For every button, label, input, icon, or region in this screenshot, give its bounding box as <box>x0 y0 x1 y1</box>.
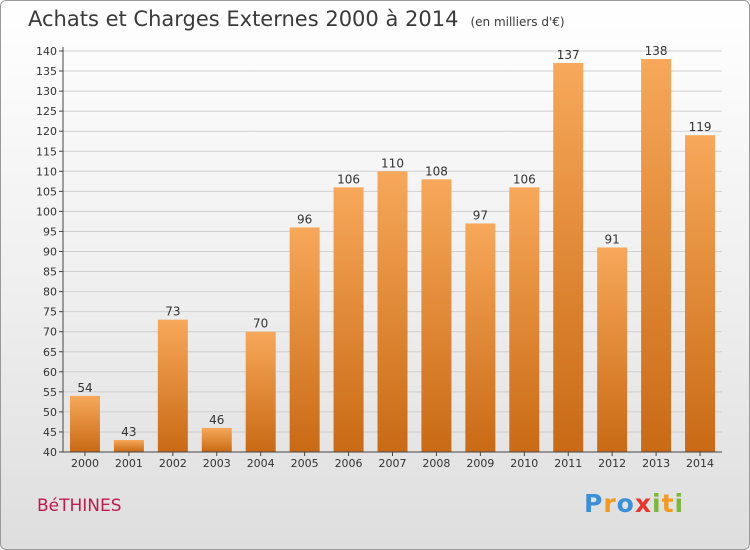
data-label: 119 <box>689 120 712 134</box>
y-tick-label: 45 <box>43 426 57 439</box>
logo-letter: o <box>616 489 635 518</box>
x-tick-label: 2011 <box>554 457 582 470</box>
y-tick-label: 95 <box>43 225 57 238</box>
bar <box>685 135 716 452</box>
y-tick-label: 110 <box>36 165 57 178</box>
data-label: 91 <box>605 232 620 246</box>
bar <box>69 395 100 452</box>
bar <box>333 187 364 452</box>
y-tick-label: 70 <box>43 326 57 339</box>
data-label: 73 <box>165 305 180 319</box>
y-tick-label: 115 <box>36 145 57 158</box>
chart-title-block: Achats et Charges Externes 2000 à 2014 (e… <box>28 7 565 31</box>
y-tick-label: 125 <box>36 105 57 118</box>
x-tick-label: 2004 <box>247 457 275 470</box>
x-tick-label: 2009 <box>466 457 494 470</box>
x-tick-label: 2013 <box>642 457 670 470</box>
x-tick-label: 2000 <box>71 457 99 470</box>
chart-title: Achats et Charges Externes 2000 à 2014 <box>28 7 459 31</box>
logo-letter: P <box>584 489 604 518</box>
bar <box>597 247 628 452</box>
y-tick-label: 75 <box>43 306 57 319</box>
bar <box>157 319 188 452</box>
x-tick-labels: 2000 2001 2002 2003 2004 2005 2006 2007 2008 2009… <box>71 452 714 470</box>
y-tick-label: 90 <box>43 246 57 259</box>
logo-letter: t <box>661 489 675 518</box>
y-tick-label: 55 <box>43 386 57 399</box>
y-tick-label: 85 <box>43 266 57 279</box>
data-label: 110 <box>381 156 404 170</box>
y-tick-label: 135 <box>36 65 57 78</box>
bar <box>201 427 232 452</box>
logo-letter: i <box>652 489 662 518</box>
bar <box>289 227 320 452</box>
x-tick-label: 2003 <box>203 457 231 470</box>
x-tick-label: 2005 <box>291 457 319 470</box>
bar <box>641 59 672 453</box>
data-label: 106 <box>513 172 536 186</box>
data-label: 137 <box>557 48 580 62</box>
bar <box>245 331 276 452</box>
data-label: 43 <box>121 425 136 439</box>
y-tick-label: 105 <box>36 185 57 198</box>
x-tick-label: 2002 <box>159 457 187 470</box>
x-tick-label: 2001 <box>115 457 143 470</box>
y-tick-label: 40 <box>43 446 57 459</box>
x-tick-label: 2012 <box>598 457 626 470</box>
logo-letter: i <box>674 489 685 518</box>
bar <box>509 187 540 452</box>
x-tick-label: 2008 <box>422 457 450 470</box>
y-tick-label: 130 <box>36 85 57 98</box>
y-tick-label: 60 <box>43 366 57 379</box>
bar <box>377 171 408 453</box>
bar <box>553 63 584 452</box>
y-tick-labels: 40 45 50 55 60 65 70 75 80 85 90 95 100 105 110 115 120 1… <box>36 45 63 459</box>
bar <box>113 439 144 452</box>
bar <box>465 223 496 452</box>
y-tick-label: 120 <box>36 125 57 138</box>
data-label: 70 <box>253 317 268 331</box>
data-labels: 54 43 73 46 70 96 106 110 108 97 106 137 91 138 119 <box>77 44 711 439</box>
bar <box>421 179 452 452</box>
y-tick-label: 140 <box>36 45 57 58</box>
data-label: 106 <box>337 172 360 186</box>
x-tick-label: 2006 <box>335 457 363 470</box>
bars <box>69 59 716 453</box>
chart-unit: (en milliers d'€) <box>470 15 565 29</box>
y-tick-label: 50 <box>43 406 57 419</box>
x-tick-label: 2014 <box>686 457 714 470</box>
x-tick-label: 2007 <box>379 457 407 470</box>
y-tick-label: 100 <box>36 205 57 218</box>
data-label: 97 <box>473 208 488 222</box>
data-label: 96 <box>297 212 312 226</box>
y-tick-label: 65 <box>43 346 57 359</box>
logo-letter: r <box>603 489 617 518</box>
town-name: BéTHINES <box>37 496 122 516</box>
logo-letter: x <box>634 489 652 518</box>
data-label: 54 <box>77 381 92 395</box>
y-tick-label: 80 <box>43 286 57 299</box>
x-tick-label: 2010 <box>510 457 538 470</box>
data-label: 46 <box>209 413 224 427</box>
proxiti-logo: Proxiti <box>584 489 684 518</box>
data-label: 108 <box>425 164 448 178</box>
data-label: 138 <box>645 44 668 58</box>
